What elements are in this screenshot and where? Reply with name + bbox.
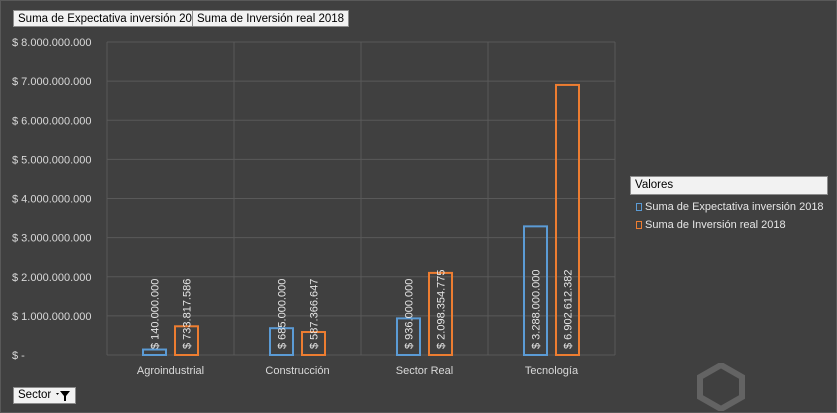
y-tick-label: $ 7.000.000.000	[12, 76, 92, 88]
y-tick-label: $ -	[12, 350, 25, 362]
filter-dropdown-icon[interactable]	[55, 390, 71, 402]
data-label: $ 733.817.586	[182, 279, 194, 349]
axis-field-label: Sector	[18, 389, 52, 401]
watermark-logo-icon	[697, 363, 745, 411]
x-tick-label: Tecnología	[525, 365, 579, 377]
legend-label-inversion: Suma de Inversión real 2018	[645, 219, 786, 231]
bar-inversion	[301, 331, 326, 357]
legend-item-inversion: Suma de Inversión real 2018	[636, 219, 828, 231]
y-tick-label: $ 2.000.000.000	[12, 272, 92, 284]
x-tick-label: Agroindustrial	[137, 365, 204, 377]
field-button-inversion[interactable]: Suma de Inversión real 2018	[192, 10, 350, 27]
y-tick-label: $ 8.000.000.000	[12, 37, 92, 49]
y-tick-label: $ 6.000.000.000	[12, 115, 92, 127]
legend-swatch-inversion	[636, 221, 642, 229]
legend: Valores Suma de Expectativa inversión 20…	[630, 176, 828, 231]
bar-inversion	[174, 325, 199, 357]
data-label: $ 3.288.000.000	[531, 269, 543, 349]
bar-expectativa	[396, 317, 421, 356]
legend-swatch-expectativa	[636, 203, 642, 211]
bar-expectativa	[269, 327, 294, 356]
y-tick-label: $ 5.000.000.000	[12, 154, 92, 166]
field-button-expectativa[interactable]: Suma de Expectativa inversión 2018	[13, 10, 210, 27]
data-label: $ 140.000.000	[150, 279, 162, 349]
data-label: $ 6.902.612.382	[563, 269, 575, 349]
x-tick-label: Construcción	[265, 365, 329, 377]
x-tick-label: Sector Real	[396, 365, 453, 377]
data-label: $ 685.000.000	[277, 279, 289, 349]
legend-item-expectativa: Suma de Expectativa inversión 2018	[636, 201, 828, 213]
data-label: $ 936.000.000	[404, 279, 416, 349]
bar-inversion	[555, 83, 580, 356]
y-tick-label: $ 3.000.000.000	[12, 233, 92, 245]
bar-inversion	[428, 271, 453, 356]
data-label: $ 2.098.354.775	[436, 269, 448, 349]
y-tick-label: $ 4.000.000.000	[12, 194, 92, 206]
axis-field-button-sector[interactable]: Sector	[13, 387, 77, 404]
y-tick-label: $ 1.000.000.000	[12, 311, 92, 323]
legend-label-expectativa: Suma de Expectativa inversión 2018	[645, 201, 824, 213]
bar-expectativa	[523, 225, 548, 356]
legend-title[interactable]: Valores	[630, 176, 828, 195]
bar-expectativa	[142, 348, 167, 356]
data-label: $ 587.366.647	[309, 279, 321, 349]
